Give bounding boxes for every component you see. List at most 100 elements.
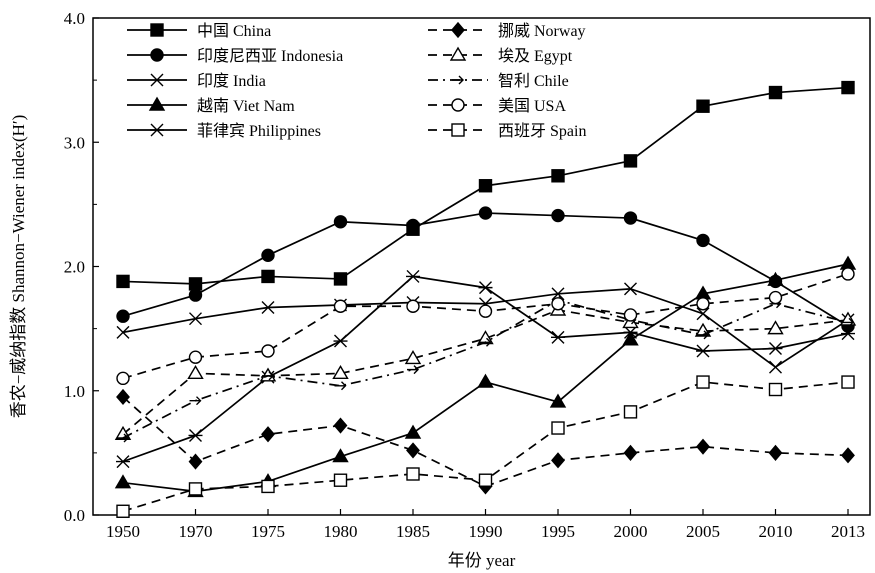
series-line <box>122 273 849 380</box>
data-point <box>148 96 166 111</box>
data-point <box>768 444 783 461</box>
legend-item: 西班牙 Spain <box>428 122 586 140</box>
legend: 中国 China 印度尼西亚 Indonesia 印度 India 越南 Viet N… <box>127 21 586 140</box>
legend-item: 印度尼西亚 Indonesia <box>127 47 343 65</box>
data-point <box>188 350 203 364</box>
data-point <box>452 75 464 85</box>
data-point <box>478 281 493 295</box>
data-point <box>623 154 638 168</box>
data-point <box>623 405 638 419</box>
series-4 <box>114 255 857 498</box>
data-point <box>188 288 203 302</box>
series-3 <box>116 282 855 374</box>
legend-label: 中国 China <box>197 22 271 40</box>
data-point <box>696 344 710 358</box>
data-point <box>768 85 783 100</box>
legend-label: 越南 Viet Nam <box>197 97 295 115</box>
data-point <box>334 381 347 391</box>
data-point <box>261 479 275 494</box>
legend-label: 美国 USA <box>498 97 566 115</box>
data-point <box>114 474 132 489</box>
y-axis: 0.0 1.0 2.0 3.0 4.0 <box>64 9 99 525</box>
series-8 <box>117 295 854 443</box>
series-9 <box>116 267 855 386</box>
data-point <box>551 297 565 311</box>
data-point <box>406 299 420 313</box>
data-point <box>333 215 348 229</box>
legend-item: 埃及 Egypt <box>428 46 573 65</box>
series-7 <box>114 301 857 440</box>
series-layer <box>114 80 857 518</box>
data-point <box>696 438 710 455</box>
data-point <box>451 21 465 39</box>
data-point <box>333 299 348 313</box>
data-point <box>623 308 638 322</box>
series-line <box>122 309 849 435</box>
legend-label: 智利 Chile <box>498 72 569 90</box>
y-tick-label: 2.0 <box>64 258 85 277</box>
data-point <box>551 208 565 223</box>
x-tick-label: 2010 <box>759 522 793 541</box>
legend-item: 美国 USA <box>428 97 566 115</box>
data-point <box>189 312 202 326</box>
data-point <box>622 331 639 346</box>
data-point <box>333 272 348 286</box>
legend-label: 埃及 Egypt <box>498 47 573 65</box>
data-point <box>696 233 710 248</box>
data-point <box>333 334 348 348</box>
data-point <box>477 373 494 388</box>
x-tick-label: 1970 <box>179 522 213 541</box>
data-point <box>451 123 465 137</box>
data-point <box>188 428 203 442</box>
x-tick-label: 2005 <box>686 522 720 541</box>
data-point <box>449 46 467 61</box>
data-point <box>768 342 783 355</box>
data-point <box>478 304 493 318</box>
data-point <box>406 218 420 233</box>
data-point <box>549 393 567 408</box>
data-point <box>116 388 130 406</box>
data-point <box>624 282 637 296</box>
data-point <box>188 453 203 470</box>
x-tick-label: 1975 <box>251 522 285 541</box>
legend-item: 中国 China <box>127 22 271 40</box>
legend-item: 越南 Viet Nam <box>127 96 295 115</box>
y-tick-label: 4.0 <box>64 9 85 28</box>
data-point <box>696 297 710 311</box>
data-point <box>841 267 855 281</box>
data-point <box>478 179 493 193</box>
data-point <box>407 365 419 375</box>
data-point <box>262 371 274 381</box>
data-point <box>116 274 130 289</box>
x-tick-label: 1995 <box>541 522 575 541</box>
data-point <box>406 442 420 459</box>
data-point <box>841 80 855 95</box>
data-point <box>768 382 783 397</box>
data-point <box>479 337 492 347</box>
data-point <box>623 325 638 339</box>
data-point <box>767 320 784 335</box>
data-point <box>116 309 130 323</box>
legend-item: 智利 Chile <box>428 72 569 90</box>
data-point <box>406 269 420 283</box>
data-point <box>451 98 465 112</box>
x-axis-title: 年份 year <box>448 551 516 570</box>
data-point <box>332 364 349 380</box>
x-tick-label: 2000 <box>614 522 648 541</box>
data-point <box>696 99 710 113</box>
data-point <box>841 327 855 341</box>
y-tick-label: 1.0 <box>64 382 85 401</box>
data-point <box>117 433 129 443</box>
series-line <box>122 299 849 439</box>
data-point <box>333 417 348 434</box>
data-point <box>767 271 784 286</box>
x-tick-label: 1950 <box>106 522 140 541</box>
y-tick-label: 0.0 <box>64 506 85 525</box>
series-line <box>122 396 849 488</box>
data-point <box>768 290 783 305</box>
legend-item: 菲律宾 Philippines <box>127 122 321 140</box>
data-point <box>551 421 565 435</box>
data-point <box>116 371 130 386</box>
data-point <box>623 444 638 461</box>
